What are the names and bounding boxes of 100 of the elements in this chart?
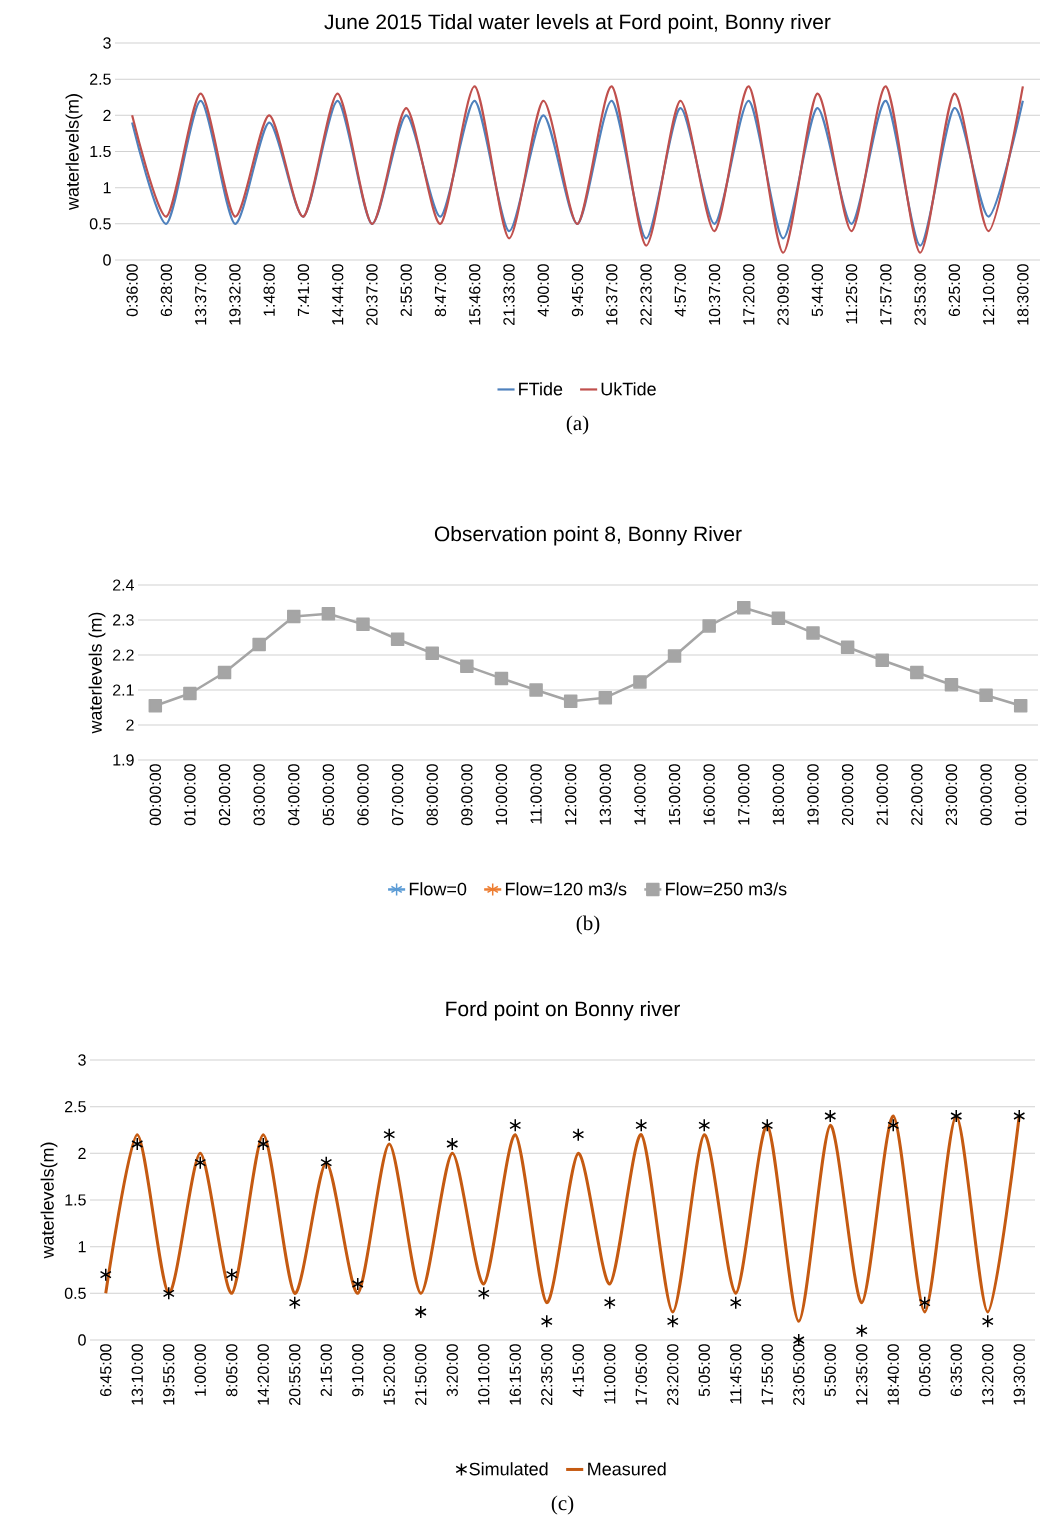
chart-title: Observation point 8, Bonny River	[434, 525, 742, 546]
x-tick-label: 14:00:00	[634, 764, 646, 825]
x-tick-label: 17:57:00	[880, 264, 892, 325]
legend-label: Simulated	[469, 1462, 548, 1476]
x-tick-label: 16:37:00	[606, 264, 618, 325]
x-tick-label: 14:44:00	[332, 264, 344, 325]
point	[477, 1286, 490, 1301]
x-tick-label: 9:45:00	[571, 264, 584, 317]
y-axis-title: waterlevels (m)	[88, 612, 106, 734]
x-tick-label: 7:41:00	[297, 264, 310, 317]
point	[950, 1109, 963, 1123]
x-tick-label: 5:44:00	[811, 264, 823, 317]
x-tick-label: 23:00:00	[945, 764, 958, 826]
x-tick-label: 20:37:00	[366, 264, 378, 326]
x-tick-label: 23:05:00	[793, 1344, 805, 1406]
point	[356, 617, 370, 631]
x-tick-label: 23:20:00	[667, 1344, 679, 1406]
x-tick-label: 10:10:00	[478, 1344, 490, 1405]
x-tick-label: 03:00:00	[253, 764, 265, 826]
x-tick-label: 6:28:00	[160, 264, 173, 317]
point	[529, 683, 543, 697]
y-tick-label: 2.3	[113, 614, 134, 626]
point	[840, 640, 855, 655]
y-tick-label: 2	[103, 109, 111, 121]
point	[824, 1109, 837, 1123]
y-tick-label: 0	[103, 254, 111, 266]
x-tick-label: 20:00:00	[841, 764, 854, 826]
x-tick-label: 2:55:00	[400, 264, 412, 317]
x-tick-label: 11:45:00	[730, 1344, 742, 1404]
point	[598, 690, 613, 705]
x-tick-label: 17:20:00	[743, 264, 755, 325]
x-tick-label: 18:00:00	[772, 764, 785, 825]
x-tick-label: 18:40:00	[887, 1344, 899, 1405]
x-tick-label: 23:53:00	[914, 264, 926, 326]
x-tick-label: 02:00:00	[218, 764, 231, 826]
point	[875, 653, 889, 667]
point	[225, 1267, 238, 1282]
x-tick-label: 19:30:00	[1013, 1344, 1025, 1405]
point	[162, 1286, 175, 1301]
point	[351, 1277, 364, 1291]
x-tick-label: 22:00:00	[911, 764, 923, 826]
x-tick-label: 11:00:00	[530, 764, 542, 824]
x-tick-label: 21:33:00	[503, 264, 515, 326]
x-tick-label: 9:10:00	[352, 1344, 364, 1397]
x-tick-label: 0:05:00	[919, 1344, 931, 1397]
y-tick-label: 2.5	[65, 1101, 86, 1113]
point	[702, 619, 716, 633]
point	[494, 671, 509, 686]
y-tick-label: 1	[78, 1241, 86, 1253]
point	[257, 1137, 270, 1151]
x-tick-label: 8:47:00	[434, 264, 447, 317]
x-tick-label: 22:23:00	[640, 264, 652, 326]
y-axis-title: waterlevels(m)	[65, 94, 83, 211]
legend-label: FTide	[519, 382, 563, 396]
x-tick-label: 07:00:00	[391, 764, 404, 826]
y-tick-label: 3	[103, 37, 111, 49]
x-tick-label: 00:00:00	[980, 764, 992, 826]
legend-label: Flow=0	[409, 882, 467, 896]
x-tick-label: 21:50:00	[415, 1344, 427, 1406]
point	[737, 601, 751, 615]
y-tick-label: 0	[78, 1334, 86, 1346]
x-tick-label: 18:30:00	[1017, 264, 1029, 325]
point	[979, 688, 993, 702]
x-tick-label: 10:00:00	[495, 764, 508, 825]
x-tick-label: 10:37:00	[708, 264, 721, 325]
point	[183, 686, 197, 701]
point	[383, 1127, 396, 1142]
line-series	[104, 1114, 1021, 1323]
point	[460, 659, 474, 673]
x-tick-label: 12:10:00	[982, 264, 995, 325]
point	[633, 675, 647, 689]
x-tick-label: 12:35:00	[856, 1344, 868, 1405]
y-tick-label: 0.5	[89, 218, 111, 230]
x-tick-label: 5:50:00	[824, 1344, 836, 1397]
y-tick-label: 1.5	[65, 1194, 86, 1206]
y-tick-label: 1.9	[113, 754, 134, 766]
point	[771, 611, 786, 625]
x-tick-label: 19:00:00	[807, 764, 819, 825]
point	[855, 1323, 868, 1338]
point	[944, 677, 959, 692]
point	[390, 632, 405, 646]
x-tick-label: 20:55:00	[289, 1344, 301, 1406]
y-tick-label: 3	[78, 1054, 86, 1066]
x-tick-label: 08:00:00	[426, 764, 438, 826]
x-tick-label: 15:00:00	[668, 764, 681, 825]
y-tick-label: 1.5	[90, 145, 111, 158]
x-tick-label: 1:00:00	[194, 1344, 206, 1396]
y-tick-label: 2	[126, 719, 134, 731]
point	[1013, 1109, 1026, 1123]
x-tick-label: 8:05:00	[226, 1344, 238, 1397]
point	[698, 1118, 711, 1133]
y-tick-label: 1	[103, 182, 111, 194]
point	[217, 665, 232, 680]
point	[635, 1118, 648, 1133]
x-tick-label: 17:05:00	[635, 1344, 647, 1405]
x-tick-label: 13:20:00	[982, 1344, 994, 1405]
x-tick-label: 11:25:00	[845, 264, 858, 324]
point	[563, 694, 578, 708]
y-tick-label: 2.1	[113, 684, 134, 696]
x-tick-label: 3:20:00	[446, 1344, 458, 1397]
